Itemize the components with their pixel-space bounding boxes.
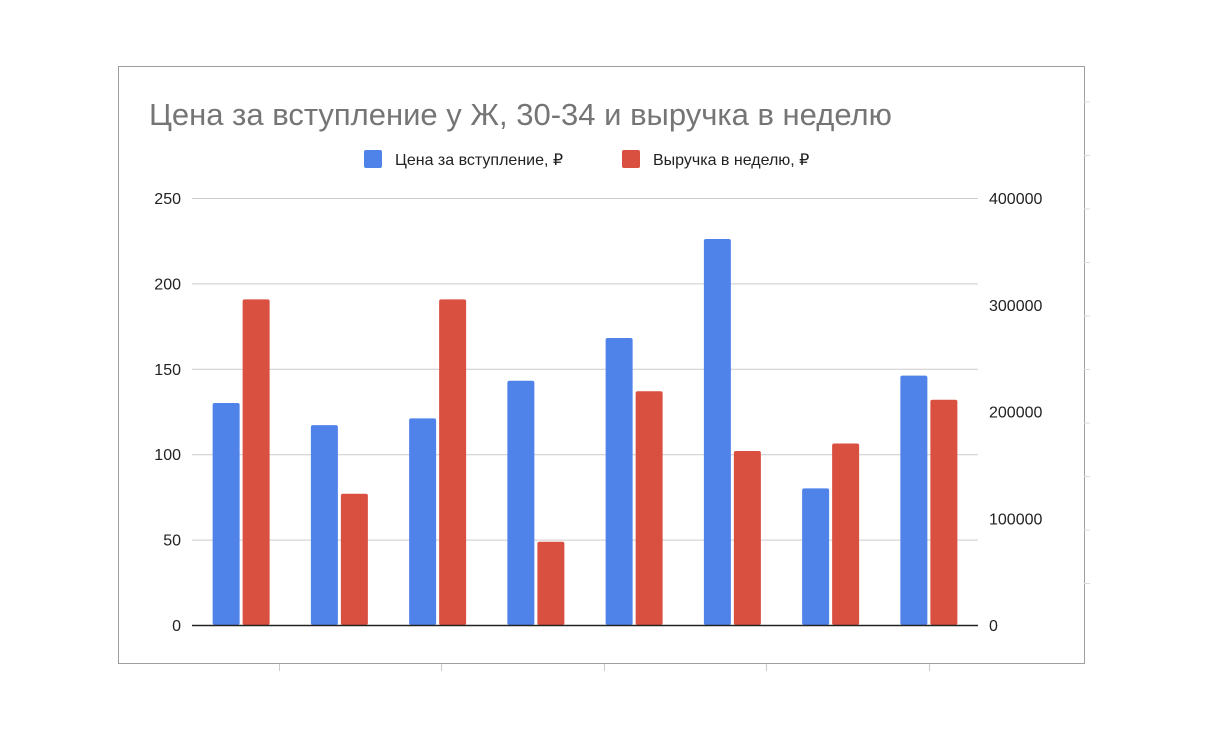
right-tick-label: 300000 xyxy=(989,298,1042,315)
bar-price xyxy=(703,238,731,625)
right-tick-label: 100000 xyxy=(989,511,1042,528)
right-minor-ticks xyxy=(1084,101,1090,584)
x-axis-ticks xyxy=(279,664,930,671)
legend: Цена за вступление, ₽ Выручка в неделю, … xyxy=(364,150,809,169)
bar-price xyxy=(409,418,437,625)
legend-swatch-revenue xyxy=(622,150,640,168)
left-tick-label: 200 xyxy=(154,276,181,293)
legend-swatch-price xyxy=(364,150,382,168)
bar-revenue xyxy=(242,299,270,625)
bar-price xyxy=(605,338,633,625)
right-tick-label: 0 xyxy=(989,618,998,635)
bar-revenue xyxy=(635,391,663,625)
bar-price xyxy=(900,375,928,625)
left-tick-label: 250 xyxy=(154,191,181,208)
bar-price xyxy=(507,380,535,625)
bar-revenue xyxy=(340,493,368,625)
left-axis: 0 50 100 150 200 250 xyxy=(154,191,181,635)
left-tick-label: 50 xyxy=(163,533,181,550)
bar-price xyxy=(802,488,830,625)
right-tick-label: 200000 xyxy=(989,405,1042,422)
bar-revenue xyxy=(733,450,761,625)
bar-price xyxy=(212,402,240,625)
bar-price xyxy=(310,425,338,625)
bars xyxy=(212,238,958,625)
bar-revenue xyxy=(439,299,467,625)
bar-revenue xyxy=(832,443,860,625)
right-tick-label: 400000 xyxy=(989,191,1042,208)
left-tick-label: 0 xyxy=(172,618,181,635)
bar-revenue xyxy=(537,541,565,625)
left-tick-label: 150 xyxy=(154,362,181,379)
chart-title: Цена за вступление у Ж, 30-34 и выручка … xyxy=(149,97,892,132)
legend-label-revenue: Выручка в неделю, ₽ xyxy=(653,152,809,169)
bar-revenue xyxy=(930,399,958,625)
legend-label-price: Цена за вступление, ₽ xyxy=(395,152,563,169)
right-axis: 0 100000 200000 300000 400000 xyxy=(989,191,1042,635)
left-tick-label: 100 xyxy=(154,447,181,464)
